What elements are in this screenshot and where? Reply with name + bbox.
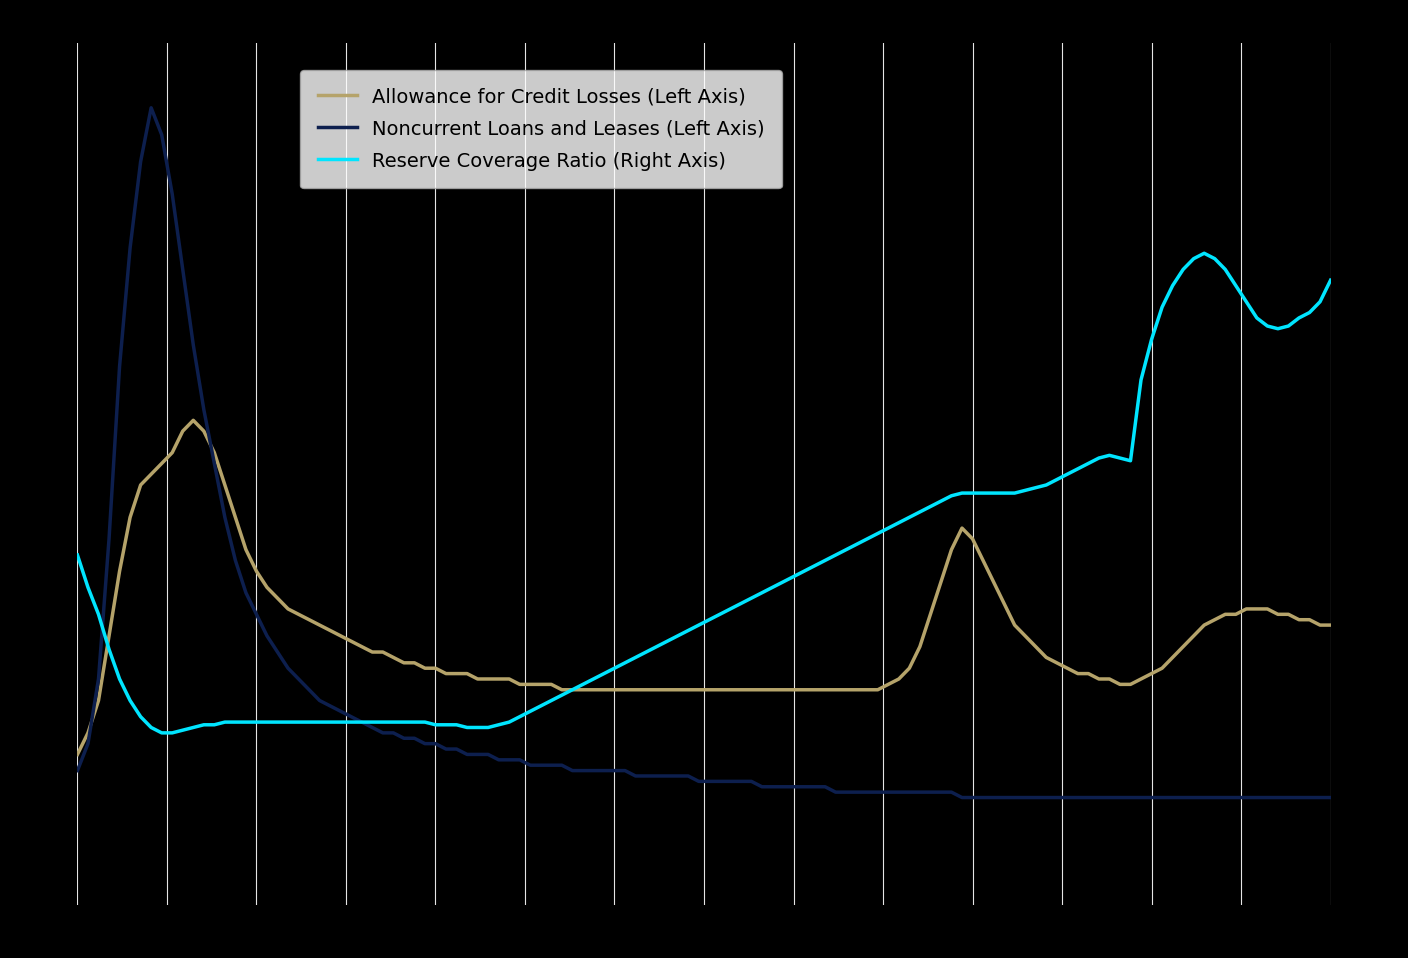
Legend: Allowance for Credit Losses (Left Axis), Noncurrent Loans and Leases (Left Axis): Allowance for Credit Losses (Left Axis),…: [300, 70, 783, 189]
